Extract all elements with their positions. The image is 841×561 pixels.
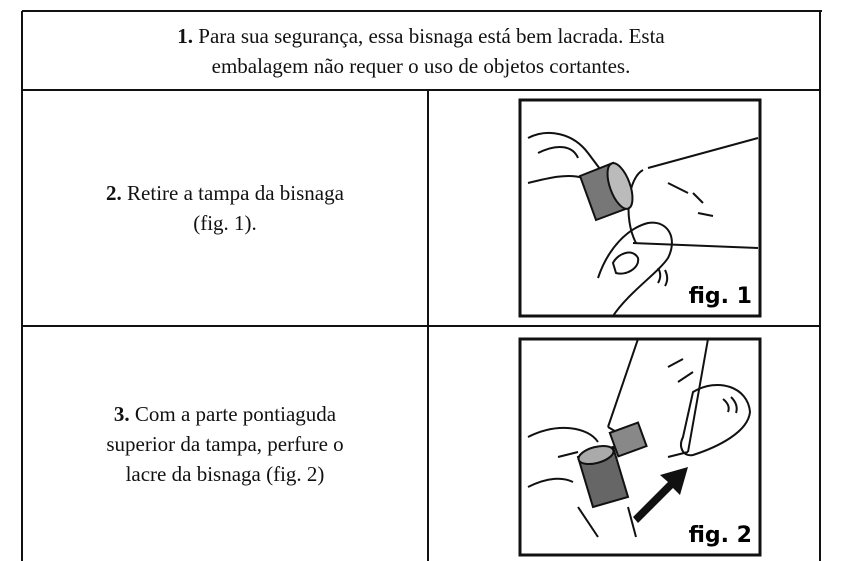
step-number: 2. [106,181,122,205]
step-text: Retire a tampa da bisnaga [127,181,344,205]
figure-label: fig. 1 [689,284,752,309]
step-number: 3. [113,401,130,426]
figure-2: fig. 2 [518,337,762,557]
step-text: Com a parte pontiaguda [134,401,337,426]
step-text: superior da tampa, perfure o [106,431,344,456]
step-number: 1. [177,23,194,48]
row-1: 1. Para sua segurança, essa bisnaga está… [22,11,820,90]
row-3: 3. Com a parte pontiaguda superior da ta… [22,326,428,561]
figure-1: fig. 1 [518,98,762,318]
step-text: lacre da bisnaga (fig. 2) [125,461,325,486]
step-text: (fig. 1). [193,211,257,235]
row-2: 2. Retire a tampa da bisnaga (fig. 1). [22,90,428,326]
figure-label: fig. 2 [689,523,752,548]
step-text: embalagem não requer o uso de objetos co… [211,53,631,78]
step-text: Para sua segurança, essa bisnaga está be… [198,23,665,48]
